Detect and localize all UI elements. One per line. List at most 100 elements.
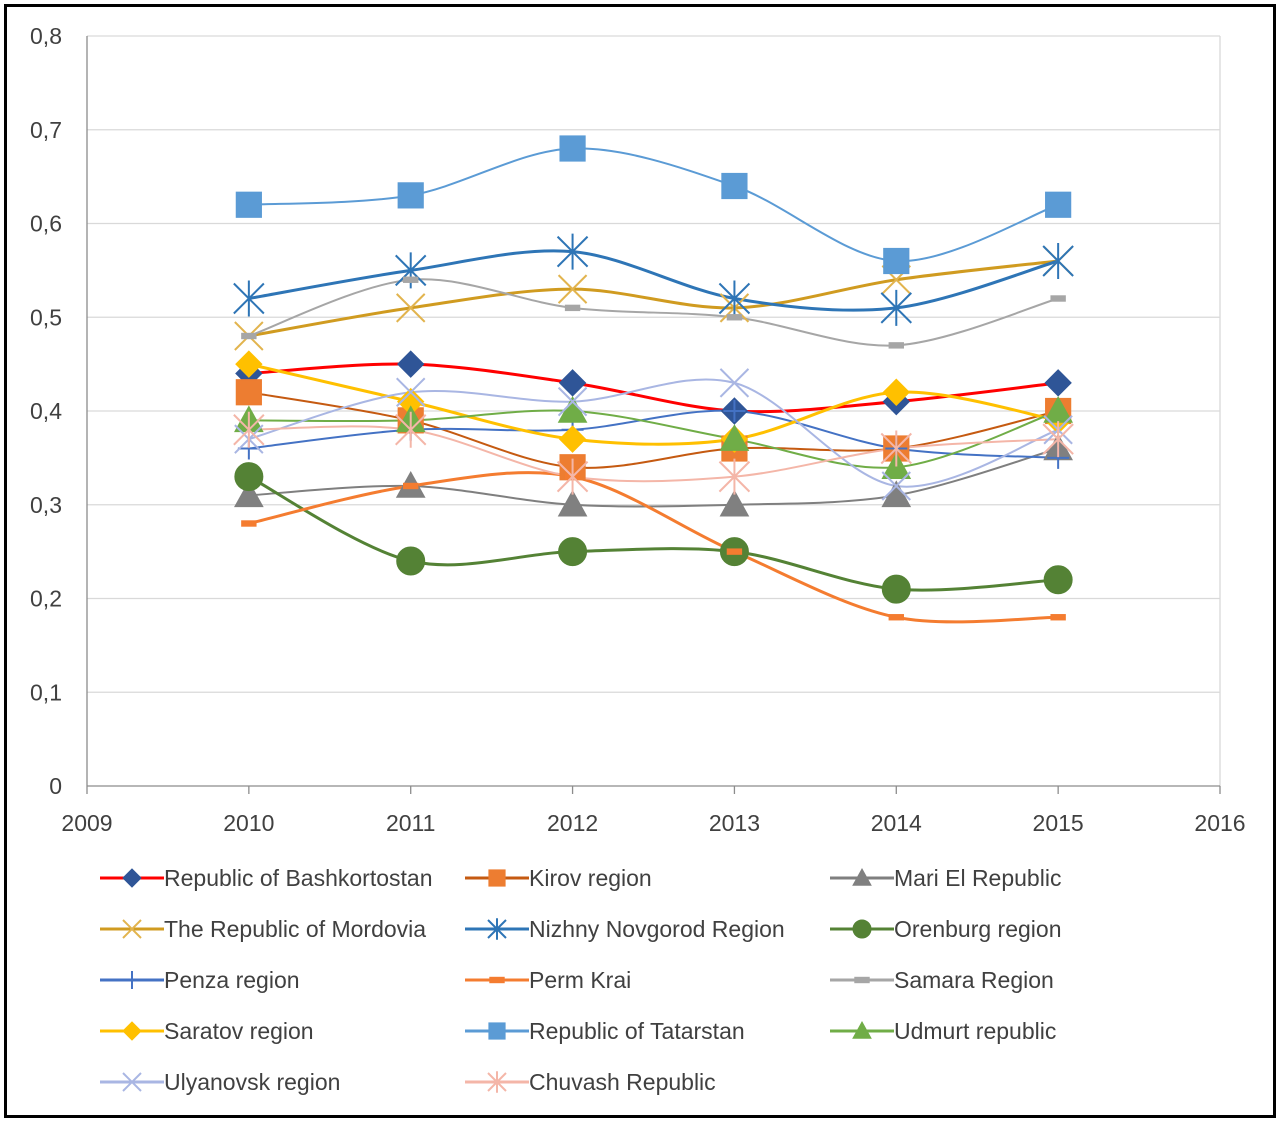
legend-marker bbox=[489, 976, 505, 984]
data-point bbox=[719, 368, 750, 398]
legend-label: Perm Krai bbox=[529, 966, 632, 993]
legend-marker bbox=[123, 971, 141, 989]
data-point bbox=[396, 293, 426, 323]
legend-swatch bbox=[465, 918, 529, 940]
series-lines bbox=[248, 147, 1059, 624]
axes: 0 0,1 0,2 0,3 0,4 0,5 0,6 0,7 0,8 2009 2010 2011 201… bbox=[30, 23, 1246, 836]
data-point bbox=[396, 377, 426, 407]
legend-item: Kirov region bbox=[465, 858, 652, 898]
legend-swatch bbox=[465, 976, 529, 984]
data-point bbox=[235, 350, 263, 378]
y-tick-label: 0,7 bbox=[30, 117, 62, 143]
data-point bbox=[556, 458, 589, 495]
data-point bbox=[1050, 295, 1066, 302]
data-point bbox=[558, 369, 587, 397]
data-point bbox=[234, 480, 264, 508]
data-point bbox=[241, 520, 257, 527]
legend-label: Chuvash Republic bbox=[529, 1068, 716, 1095]
data-point bbox=[888, 614, 904, 621]
legend-item: Saratov region bbox=[100, 1011, 314, 1051]
y-tick-label: 0,4 bbox=[30, 398, 62, 424]
data-point bbox=[726, 548, 743, 555]
legend-swatch bbox=[465, 1071, 529, 1093]
y-tick-label: 0,3 bbox=[30, 492, 62, 518]
data-point bbox=[395, 411, 427, 448]
data-point bbox=[395, 252, 427, 289]
legend-item: Mari El Republic bbox=[830, 858, 1061, 898]
legend-label: Republic of Bashkortostan bbox=[164, 864, 433, 891]
legend-label: Republic of Tatarstan bbox=[529, 1017, 745, 1044]
x-tick-label: 2010 bbox=[223, 810, 274, 836]
series-line bbox=[248, 391, 1059, 469]
x-tick-label: 2014 bbox=[871, 810, 922, 836]
data-point bbox=[235, 379, 262, 406]
data-point bbox=[880, 430, 912, 467]
data-point bbox=[1042, 421, 1074, 458]
data-point bbox=[397, 350, 425, 378]
x-tick-label: 2015 bbox=[1033, 810, 1084, 836]
data-point bbox=[718, 458, 751, 495]
series-line bbox=[248, 471, 1059, 624]
data-point bbox=[557, 489, 588, 517]
data-point bbox=[719, 424, 750, 451]
data-markers bbox=[233, 135, 1074, 621]
data-point bbox=[558, 425, 587, 453]
legend-item: Chuvash Republic bbox=[465, 1062, 716, 1102]
legend-label: Orenburg region bbox=[894, 915, 1062, 942]
legend-item: Republic of Bashkortostan bbox=[100, 858, 433, 898]
series-line bbox=[248, 425, 1059, 483]
series-line bbox=[248, 362, 1059, 446]
legend-swatch bbox=[100, 868, 164, 888]
legend-swatch bbox=[100, 971, 164, 989]
legend-label: Ulyanovsk region bbox=[164, 1068, 341, 1095]
data-point bbox=[888, 342, 904, 349]
series-line bbox=[248, 278, 1059, 347]
legend-marker bbox=[854, 976, 870, 984]
y-tick-label: 0,6 bbox=[30, 211, 62, 237]
data-point bbox=[396, 546, 426, 576]
legend-marker bbox=[488, 869, 506, 887]
legend-label: Udmurt republic bbox=[894, 1017, 1057, 1044]
legend-label: The Republic of Mordovia bbox=[164, 915, 427, 942]
data-point bbox=[726, 314, 743, 321]
x-tick-label: 2009 bbox=[61, 810, 112, 836]
data-point bbox=[719, 489, 750, 517]
data-point bbox=[234, 462, 264, 492]
series-line bbox=[248, 249, 1059, 312]
data-point bbox=[883, 247, 910, 275]
data-point bbox=[1050, 614, 1066, 621]
data-point bbox=[403, 482, 419, 490]
data-point bbox=[557, 386, 588, 417]
legend-item: Ulyanovsk region bbox=[100, 1062, 340, 1102]
legend-label: Samara Region bbox=[894, 966, 1054, 993]
legend-item: Republic of Tatarstan bbox=[465, 1011, 745, 1051]
data-point bbox=[233, 411, 265, 448]
gridlines bbox=[87, 35, 1221, 786]
series-line bbox=[248, 409, 1059, 459]
legend-marker bbox=[852, 919, 872, 939]
data-point bbox=[881, 574, 911, 604]
data-point bbox=[881, 471, 911, 501]
data-point bbox=[233, 280, 265, 317]
data-point bbox=[241, 332, 257, 340]
data-point bbox=[880, 289, 912, 326]
legend-swatch bbox=[100, 1072, 164, 1092]
y-tick-label: 0,1 bbox=[30, 679, 62, 705]
data-point bbox=[1044, 369, 1072, 397]
legend-item: Nizhny Novgorod Region bbox=[465, 909, 785, 949]
data-point bbox=[1042, 243, 1074, 279]
legend-marker bbox=[487, 918, 507, 940]
legend-swatch bbox=[830, 1020, 894, 1039]
legend-swatch bbox=[830, 919, 894, 939]
legend-marker bbox=[852, 1020, 872, 1039]
data-point bbox=[1045, 191, 1072, 218]
data-point bbox=[564, 304, 581, 312]
data-point bbox=[558, 537, 588, 567]
y-tick-label: 0 bbox=[49, 773, 62, 799]
x-tick-label: 2012 bbox=[547, 810, 598, 836]
legend-marker bbox=[487, 1071, 507, 1093]
x-tick-label: 2016 bbox=[1194, 810, 1245, 836]
series-line bbox=[248, 447, 1059, 508]
legend-marker bbox=[488, 1022, 506, 1040]
y-tick-label: 0,2 bbox=[30, 586, 62, 612]
